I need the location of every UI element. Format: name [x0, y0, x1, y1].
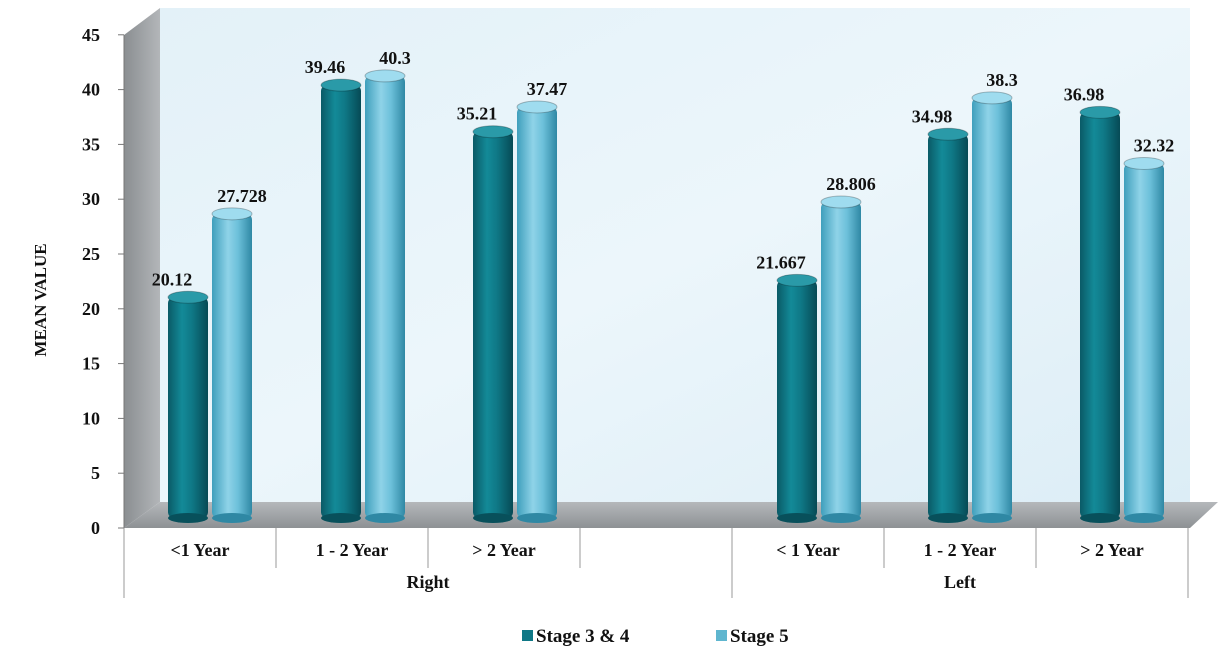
data-label: 37.47	[527, 79, 568, 99]
data-label: 40.3	[379, 48, 411, 68]
data-label: 27.728	[217, 186, 267, 206]
y-axis-title: MEAN VALUE	[31, 243, 50, 356]
bar-cap	[1079, 105, 1121, 119]
y-tick-label: 40	[82, 80, 100, 100]
x-tick-label: > 2 Year	[1080, 540, 1144, 560]
data-label: 39.46	[305, 57, 346, 77]
bar-stage-5	[821, 201, 861, 519]
legend-label-stage-3-4: Stage 3 & 4	[536, 626, 630, 647]
bar-cap	[320, 78, 362, 92]
y-axis: 0 5 10 15 20 25 30 35 40 45	[82, 25, 125, 538]
bar-stage-5	[972, 97, 1012, 518]
data-label: 32.32	[1134, 135, 1175, 155]
bar-cap	[211, 207, 253, 221]
x-tick-label: 1 - 2 Year	[316, 540, 389, 560]
bar-cap	[971, 91, 1013, 105]
bar-base	[365, 513, 405, 523]
bar-base	[1124, 513, 1164, 523]
bar-stage-3-4	[321, 85, 361, 518]
plot-side-wall	[124, 8, 160, 528]
bar-base	[168, 513, 208, 523]
plot-floor	[124, 502, 1218, 528]
bar-stage-5	[212, 213, 252, 518]
bar-base	[821, 513, 861, 523]
bar-stage-5	[365, 75, 405, 518]
data-label: 34.98	[912, 106, 953, 126]
legend-swatch-stage-5	[716, 630, 727, 641]
data-label: 35.21	[457, 104, 498, 124]
bar-base	[777, 513, 817, 523]
y-tick-label: 10	[82, 408, 100, 428]
data-labels-layer: 20.12 39.46 35.21 21.667 34.98 36.98 27.728 40.…	[152, 48, 1175, 289]
legend: Stage 3 & 4 Stage 5	[522, 626, 789, 647]
bar-cap	[167, 290, 209, 304]
bar-base	[972, 513, 1012, 523]
bar-stage-3-4	[928, 134, 968, 518]
bar-stage-5	[517, 106, 557, 518]
x-tick-label: 1 - 2 Year	[924, 540, 997, 560]
y-tick-label: 25	[82, 244, 100, 264]
legend-swatch-stage-3-4	[522, 630, 533, 641]
bar-base	[928, 513, 968, 523]
x-group-label: Right	[406, 572, 449, 592]
bar-stage-5	[1124, 163, 1164, 519]
y-tick-label: 20	[82, 299, 100, 319]
y-tick-label: 30	[82, 189, 100, 209]
x-tick-label: < 1 Year	[776, 540, 840, 560]
bar-cap	[472, 125, 514, 139]
y-tick-label: 15	[82, 354, 100, 374]
bar-base	[321, 513, 361, 523]
bar-cap	[776, 273, 818, 287]
x-tick-label: <1 Year	[170, 540, 229, 560]
bar-cap	[927, 127, 969, 141]
bar-cap	[1123, 156, 1165, 170]
bar-cap	[364, 69, 406, 83]
bar-stage-3-4	[1080, 112, 1120, 518]
y-tick-label: 0	[91, 518, 100, 538]
bar-base	[1080, 513, 1120, 523]
y-tick-label: 5	[91, 463, 100, 483]
plot-back-wall	[160, 8, 1190, 502]
x-axis: <1 Year 1 - 2 Year > 2 Year < 1 Year 1 - 2 Y…	[123, 528, 1189, 598]
bar-cap	[820, 195, 862, 209]
bar-stage-3-4	[168, 297, 208, 518]
bar-cap	[516, 100, 558, 114]
x-group-label: Left	[944, 572, 976, 592]
bar-base	[517, 513, 557, 523]
bar-base	[212, 513, 252, 523]
y-tick-label: 35	[82, 134, 100, 154]
x-tick-label: > 2 Year	[472, 540, 536, 560]
bar-stage-3-4	[777, 280, 817, 518]
data-label: 38.3	[986, 70, 1018, 90]
data-label: 21.667	[756, 252, 806, 272]
bars-layer	[167, 69, 1165, 523]
data-label: 28.806	[826, 174, 876, 194]
data-label: 20.12	[152, 269, 193, 289]
data-label: 36.98	[1064, 84, 1105, 104]
legend-label-stage-5: Stage 5	[730, 626, 789, 647]
y-tick-label: 45	[82, 25, 100, 45]
bar-base	[473, 513, 513, 523]
bar-stage-3-4	[473, 131, 513, 518]
